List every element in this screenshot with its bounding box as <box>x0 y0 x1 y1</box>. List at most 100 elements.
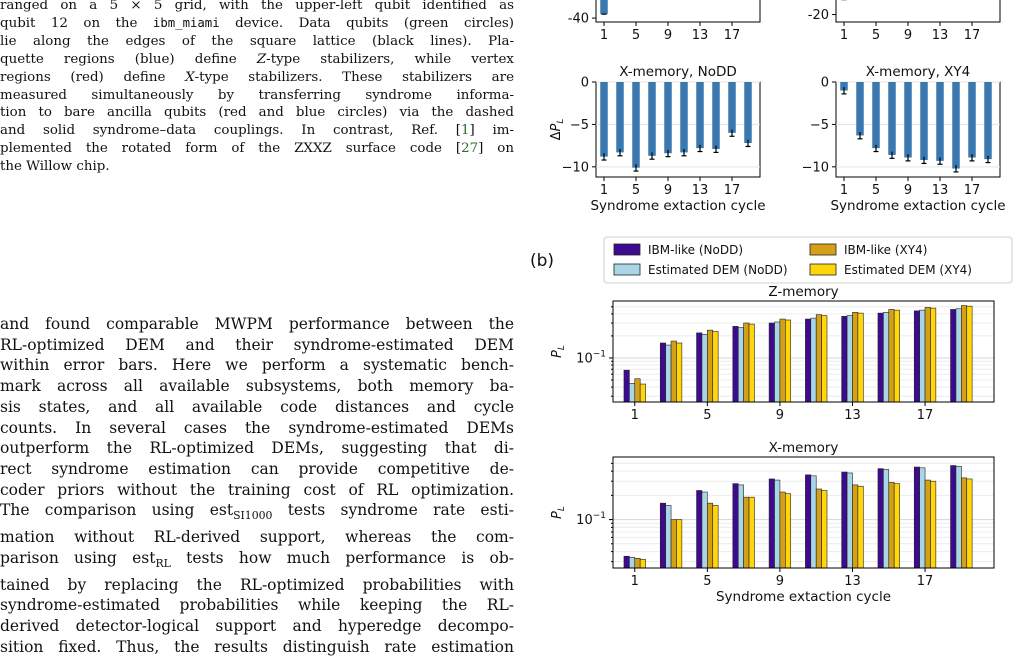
x-tick-label: 5 <box>632 28 640 43</box>
bar <box>768 478 775 569</box>
bar <box>774 479 781 569</box>
bar <box>805 318 812 403</box>
bar <box>883 469 890 569</box>
bar <box>919 309 926 403</box>
bar <box>984 82 992 160</box>
figure: -40 1 5 9 13 17 -20 1 5 9 13 17 0 −5 −10 1 5 9 13 17 X-memor… <box>520 0 1018 637</box>
bar <box>968 82 976 158</box>
bar <box>904 82 912 158</box>
text-line: the Willow chip. <box>0 159 110 175</box>
text-line: within error bars. Here we perform a sys… <box>0 356 514 375</box>
bar <box>872 82 880 149</box>
bar <box>744 82 752 144</box>
bar <box>712 82 720 150</box>
bar <box>748 323 755 403</box>
bar <box>930 307 937 403</box>
text-line: The comparison using estSI1000 tests syn… <box>0 501 514 523</box>
bar <box>852 484 859 569</box>
x-tick-label: 5 <box>703 574 711 589</box>
bar <box>623 555 630 569</box>
x-tick-label: 9 <box>776 574 784 589</box>
bar <box>919 467 926 569</box>
legend-swatch <box>613 243 641 256</box>
bar <box>841 316 848 403</box>
plot-frame <box>595 0 761 23</box>
y-tick-label: −5 <box>810 118 829 133</box>
panel-zmemory: 10−1 1 5 9 13 17 Z-memory PL <box>550 284 995 423</box>
x-tick-label: 17 <box>724 183 741 198</box>
legend-label: Estimated DEM (NoDD) <box>648 263 788 277</box>
y-tick-label: −10 <box>562 160 589 175</box>
bar <box>785 319 792 403</box>
y-tick-label: -40 <box>568 12 589 27</box>
x-tick-label: 13 <box>932 28 949 43</box>
text-line: measured simultaneously by transferring … <box>0 87 514 103</box>
bar <box>676 342 683 403</box>
bar <box>779 318 786 403</box>
bar <box>955 308 962 403</box>
bar <box>659 502 666 569</box>
text-line: regions (red) define X-type stabilizers.… <box>0 69 514 85</box>
bar <box>600 0 608 15</box>
plot-frame <box>612 300 995 403</box>
x-tick-label: 9 <box>776 408 784 423</box>
bar <box>893 483 900 569</box>
y-tick-label: 10−1 <box>576 349 606 366</box>
x-axis-label: Syndrome extaction cycle <box>716 589 891 605</box>
bar <box>920 82 928 161</box>
bar <box>821 315 828 403</box>
text-line: and found comparable MWPM performance be… <box>0 315 514 333</box>
bar <box>629 556 636 569</box>
y-tick-label: 0 <box>821 76 829 91</box>
x-tick-label: 5 <box>872 28 880 43</box>
text-line: sis states, and all available code dista… <box>0 397 514 416</box>
bar <box>857 312 864 403</box>
bar <box>696 490 703 569</box>
bar <box>893 309 900 403</box>
bar <box>728 82 736 133</box>
x-tick-label: 9 <box>904 183 912 198</box>
text-line: RL-optimized DEM and their syndrome-esti… <box>0 335 514 354</box>
bar <box>707 329 714 403</box>
y-axis-label: ΔPL <box>549 119 566 141</box>
bar <box>857 485 864 569</box>
text-line: counts. In several cases the syndrome-es… <box>0 418 514 437</box>
bar <box>639 383 646 403</box>
x-tick-label: 17 <box>964 183 981 198</box>
bar <box>748 496 755 569</box>
y-tick-label: 0 <box>581 76 589 91</box>
x-tick-label: 5 <box>703 408 711 423</box>
bar <box>924 479 931 569</box>
bar <box>696 82 704 149</box>
bar <box>670 340 677 403</box>
bar <box>936 82 944 161</box>
bar <box>665 505 672 569</box>
bar <box>623 369 630 403</box>
x-tick-label: 13 <box>932 183 949 198</box>
x-tick-label: 9 <box>664 28 672 43</box>
panel-top-left: -40 1 5 9 13 17 <box>568 0 761 43</box>
x-tick-label: 1 <box>600 183 608 198</box>
text-line: and solid syndrome–data couplings. In co… <box>0 123 514 139</box>
text-line: mation without RL-derived support, where… <box>0 528 514 547</box>
panel-xmem-xy4: 0 −5 −10 1 5 9 13 17 X-memory, XY4 Syndrome extac… <box>802 64 1006 214</box>
text-line: rect syndrome estimation can provide com… <box>0 459 514 478</box>
panel-title: X-memory <box>769 440 839 456</box>
legend-box <box>603 236 1013 284</box>
bar <box>774 321 781 403</box>
text-line: mark across all available subsystems, bo… <box>0 377 514 396</box>
x-axis-label: Syndrome extaction cycle <box>590 198 765 214</box>
bar <box>629 383 636 403</box>
text-line: derived detector-logical support and hyp… <box>0 617 514 636</box>
bar <box>888 309 895 403</box>
figure-svg: -40 1 5 9 13 17 -20 1 5 9 13 17 0 −5 −10 1 5 9 13 17 X-memor… <box>530 0 1013 605</box>
plot-frame <box>612 456 995 569</box>
bar <box>634 558 641 569</box>
x-tick-label: 1 <box>631 574 639 589</box>
legend-label: IBM-like (NoDD) <box>648 243 743 257</box>
bar <box>743 496 750 569</box>
text-line: outperform the RL-optimized DEMs, sugges… <box>0 439 514 458</box>
x-tick-label: 13 <box>692 183 709 198</box>
bar <box>600 82 608 157</box>
body-text: and found comparable MWPM performance be… <box>0 314 514 657</box>
